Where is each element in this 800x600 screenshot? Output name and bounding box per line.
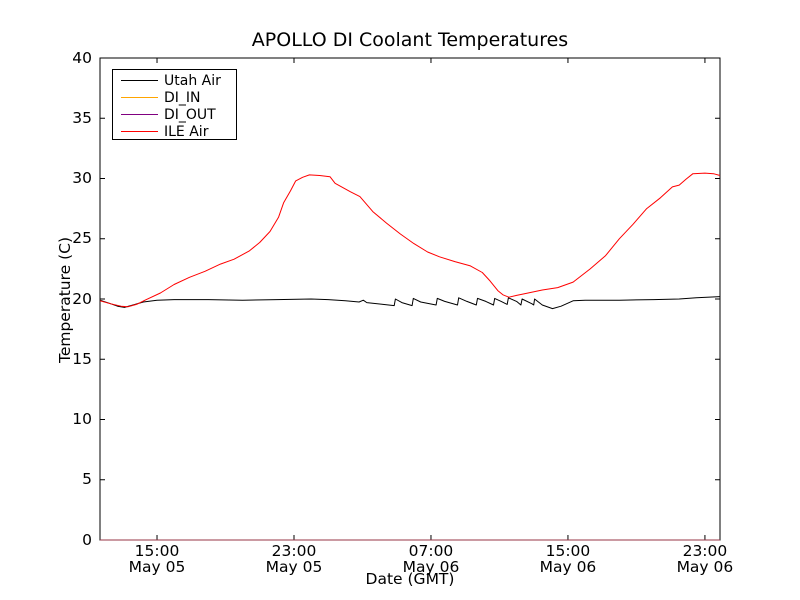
y-tick-label: 35 — [72, 108, 92, 127]
x-tick-label: 15:00 May 05 — [102, 543, 212, 575]
legend-label: DI_IN — [164, 89, 201, 106]
legend-line-swatch-ile-air — [121, 131, 158, 132]
y-tick-label: 0 — [82, 530, 92, 549]
y-tick-label: 20 — [72, 289, 92, 308]
x-tick-date: May 05 — [128, 558, 186, 576]
x-tick-date: May 06 — [539, 558, 597, 576]
x-tick-label: 07:00 May 06 — [376, 543, 486, 575]
x-tick-time: 23:00 — [682, 542, 728, 560]
legend-item: DI_OUT — [113, 106, 236, 123]
x-tick-date: May 06 — [402, 558, 460, 576]
legend-label: DI_OUT — [164, 106, 216, 123]
legend-line-swatch-utah-air — [121, 80, 158, 81]
legend-line-swatch-di-out — [121, 114, 158, 115]
x-tick-date: May 06 — [676, 558, 734, 576]
y-tick-label: 5 — [82, 470, 92, 489]
y-tick-label: 15 — [72, 349, 92, 368]
x-tick-time: 07:00 — [408, 542, 454, 560]
y-tick-label: 25 — [72, 229, 92, 248]
x-tick-date: May 05 — [265, 558, 323, 576]
x-axis-label: Date (GMT) — [365, 570, 455, 588]
series-line-utah-air — [99, 296, 721, 310]
y-tick-label: 10 — [72, 410, 92, 428]
legend-label: ILE Air — [164, 123, 209, 140]
chart-title: APOLLO DI Coolant Temperatures — [251, 29, 569, 51]
series-line-ile-air — [99, 172, 721, 308]
legend-item: DI_IN — [113, 89, 236, 106]
x-tick-time: 15:00 — [134, 542, 180, 560]
legend-label: Utah Air — [164, 72, 221, 89]
legend-box: Utah Air DI_IN DI_OUT ILE Air — [112, 69, 237, 140]
x-tick-label: 23:00 May 05 — [239, 543, 349, 575]
x-tick-time: 23:00 — [271, 542, 317, 560]
x-tick-label: 15:00 May 06 — [513, 543, 623, 575]
legend-line-swatch-di-in — [121, 97, 158, 98]
x-tick-time: 15:00 — [545, 542, 591, 560]
legend-item: ILE Air — [113, 123, 236, 140]
legend-item: Utah Air — [113, 72, 236, 89]
y-tick-label: 40 — [72, 48, 92, 67]
y-tick-label: 30 — [72, 169, 92, 187]
x-tick-label: 23:00 May 06 — [650, 543, 760, 575]
